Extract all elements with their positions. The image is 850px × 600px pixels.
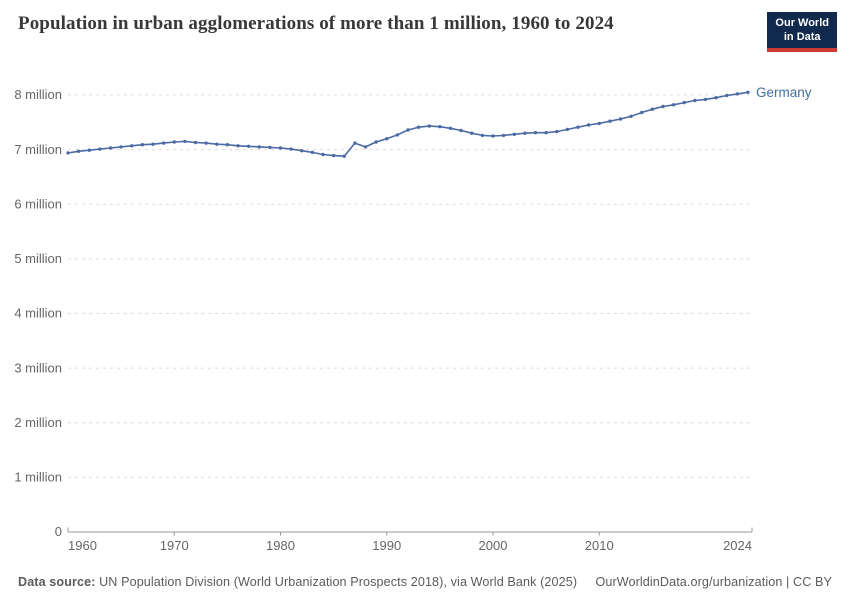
data-point[interactable] <box>586 123 591 127</box>
data-point[interactable] <box>257 145 261 149</box>
logo-line2: in Data <box>783 31 821 44</box>
data-point[interactable] <box>119 145 123 149</box>
data-point[interactable] <box>236 144 240 148</box>
data-point[interactable] <box>576 125 580 129</box>
data-point[interactable] <box>130 144 134 148</box>
data-point[interactable] <box>278 146 283 150</box>
data-point[interactable] <box>193 140 198 145</box>
data-point[interactable] <box>470 131 474 135</box>
data-point[interactable] <box>87 148 92 152</box>
credit-line: OurWorldinData.org/urbanization | CC BY <box>595 575 832 589</box>
x-axis-tick-label: 1980 <box>266 538 295 553</box>
data-point[interactable] <box>544 131 548 135</box>
y-axis-tick-label: 7 million <box>14 142 62 157</box>
data-point[interactable] <box>215 142 219 146</box>
x-axis-tick-label: 1960 <box>68 538 97 553</box>
data-point[interactable] <box>204 141 208 145</box>
x-axis-tick-label: 1970 <box>160 538 189 553</box>
data-source-label: Data source: <box>18 575 96 589</box>
data-point[interactable] <box>618 117 623 121</box>
data-point[interactable] <box>640 110 644 115</box>
data-point[interactable] <box>565 127 570 132</box>
data-point[interactable] <box>246 144 251 148</box>
data-point[interactable] <box>108 146 113 150</box>
data-point[interactable] <box>363 145 368 149</box>
data-source-text: UN Population Division (World Urbanizati… <box>95 575 578 589</box>
data-point[interactable] <box>661 104 665 109</box>
data-point[interactable] <box>300 149 304 153</box>
y-axis-tick-label: 6 million <box>14 196 62 211</box>
data-point[interactable] <box>172 140 176 144</box>
data-point[interactable] <box>629 114 633 119</box>
data-point[interactable] <box>608 119 612 123</box>
y-axis-tick-label: 8 million <box>14 87 62 102</box>
y-axis-tick-label: 0 <box>55 524 62 539</box>
y-axis-tick-label: 3 million <box>14 360 62 375</box>
data-point[interactable] <box>374 140 378 144</box>
data-point[interactable] <box>714 96 718 100</box>
data-point[interactable] <box>98 147 102 151</box>
data-point[interactable] <box>523 131 527 135</box>
series-line-germany[interactable] <box>67 91 749 157</box>
data-point[interactable] <box>448 126 453 130</box>
data-point[interactable] <box>512 132 516 136</box>
data-point[interactable] <box>183 139 187 144</box>
chart-title: Population in urban agglomerations of mo… <box>18 13 614 34</box>
owid-link[interactable]: OurWorldinData.org/urbanization <box>595 575 783 589</box>
footer: Data source: UN Population Division (Wor… <box>18 575 832 589</box>
data-point[interactable] <box>268 145 272 150</box>
x-axis-tick-label: 2010 <box>585 538 614 553</box>
data-point[interactable] <box>682 100 686 105</box>
data-point[interactable] <box>533 131 538 135</box>
data-point[interactable] <box>331 153 336 158</box>
data-point[interactable] <box>480 133 485 138</box>
data-point[interactable] <box>406 128 410 132</box>
x-axis-tick-label: 1990 <box>372 538 401 553</box>
data-point[interactable] <box>321 152 325 157</box>
y-axis-tick-label: 1 million <box>14 470 62 485</box>
y-axis-tick-label: 4 million <box>14 306 62 321</box>
data-point[interactable] <box>66 151 70 155</box>
data-point[interactable] <box>459 128 463 133</box>
data-point[interactable] <box>693 98 697 103</box>
data-point[interactable] <box>746 90 750 95</box>
data-point[interactable] <box>140 143 145 147</box>
data-point[interactable] <box>597 121 601 126</box>
data-point[interactable] <box>385 137 389 141</box>
data-point[interactable] <box>438 125 442 129</box>
license-text: | CC BY <box>782 575 832 589</box>
data-point[interactable] <box>671 103 676 107</box>
owid-logo[interactable]: Our World in Data <box>767 12 837 52</box>
data-point[interactable] <box>395 133 400 137</box>
data-point[interactable] <box>161 141 166 145</box>
logo-line1: Our World <box>775 17 829 29</box>
x-axis-tick-label: 2000 <box>479 538 508 553</box>
data-source: Data source: UN Population Division (Wor… <box>18 575 577 589</box>
x-axis-tick-label: 2024 <box>723 538 752 553</box>
y-axis-tick-label: 5 million <box>14 251 62 266</box>
data-point[interactable] <box>491 134 495 138</box>
data-point[interactable] <box>289 147 293 151</box>
data-point[interactable] <box>151 142 155 146</box>
data-point[interactable] <box>225 143 230 147</box>
series-label-germany[interactable]: Germany <box>756 85 812 100</box>
data-point[interactable] <box>427 124 431 128</box>
y-axis-tick-label: 2 million <box>14 415 62 430</box>
data-point[interactable] <box>703 97 708 102</box>
data-point[interactable] <box>310 150 315 155</box>
data-point[interactable] <box>342 154 346 158</box>
data-point[interactable] <box>501 133 506 138</box>
data-point[interactable] <box>555 129 559 134</box>
data-point[interactable] <box>76 149 81 153</box>
data-point[interactable] <box>416 125 421 129</box>
data-point[interactable] <box>353 141 357 145</box>
data-point[interactable] <box>650 107 655 111</box>
data-point[interactable] <box>725 93 729 98</box>
data-point[interactable] <box>735 92 740 96</box>
